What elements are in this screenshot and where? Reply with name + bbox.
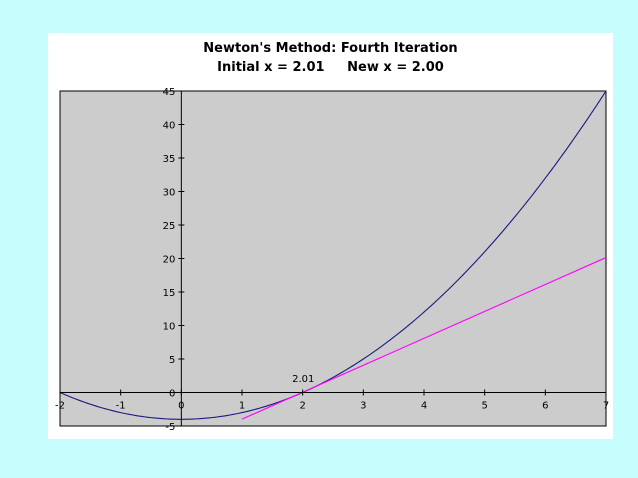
x-tick-label: -1 (116, 401, 126, 412)
x-tick-label: 0 (178, 401, 184, 412)
chart-title: Newton's Method: Fourth Iteration (203, 41, 458, 56)
y-tick-label: 5 (169, 355, 175, 366)
x-tick-label: 5 (481, 401, 487, 412)
x-tick-label: -2 (55, 401, 65, 412)
y-tick-label: 15 (163, 288, 176, 299)
x-tick-label: 4 (421, 401, 427, 412)
chart-frame: Newton's Method: Fourth Iteration Initia… (48, 33, 613, 439)
y-tick-label: 0 (169, 389, 175, 400)
y-tick-label: -5 (165, 422, 175, 433)
y-tick-label: 20 (163, 255, 176, 266)
plot-area (59, 90, 607, 427)
curve-line (59, 90, 607, 420)
y-tick-label: 40 (163, 121, 176, 132)
y-tick-label: 30 (163, 188, 176, 199)
y-tick-label: 35 (163, 154, 176, 165)
x-tick-label: 1 (239, 401, 245, 412)
x-tick-label: 6 (542, 401, 548, 412)
x-tick-label: 3 (360, 401, 366, 412)
y-tick-label: 10 (163, 322, 176, 333)
x-tick-label: 7 (603, 401, 609, 412)
annotation-label: 2.01 (292, 374, 314, 385)
x-tick-label: 2 (299, 401, 305, 412)
y-tick-label: 25 (163, 221, 176, 232)
chart-subtitle: Initial x = 2.01 New x = 2.00 (217, 60, 444, 75)
y-tick-label: 45 (163, 87, 176, 98)
